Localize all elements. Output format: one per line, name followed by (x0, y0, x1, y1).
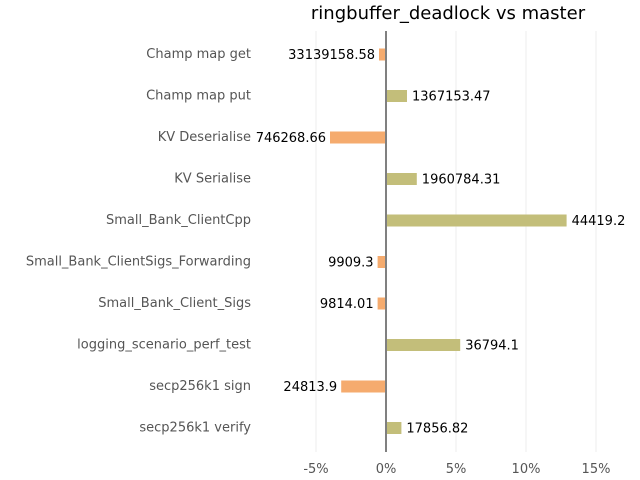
value-label: 1367153.47 (412, 90, 491, 105)
value-label: 44419.2 (572, 214, 626, 229)
category-label: secp256k1 verify (139, 421, 251, 436)
value-label: 9909.3 (328, 256, 374, 271)
bar (330, 131, 386, 144)
x-tick-label: -5% (303, 462, 328, 477)
category-label: KV Serialise (174, 172, 251, 187)
value-label: 33139158.58 (288, 48, 375, 63)
bar (386, 422, 402, 434)
bars (330, 48, 567, 434)
x-tick-label: 10% (512, 462, 541, 477)
category-label: Small_Bank_Client_Sigs (98, 296, 251, 311)
bar (341, 380, 386, 393)
value-label: 746268.66 (256, 131, 326, 146)
category-labels: Champ map get Champ map put KV Deserialise… (26, 47, 251, 436)
bar (386, 173, 417, 185)
bar (377, 256, 386, 268)
chart-title: ringbuffer_deadlock vs master (311, 3, 586, 24)
value-labels: 33139158.58 1367153.47 746268.66 1960784.31… (256, 48, 626, 437)
bar (377, 297, 386, 310)
value-label: 36794.1 (465, 339, 519, 354)
value-label: 9814.01 (320, 297, 374, 312)
category-label: Champ map put (146, 89, 251, 104)
grid-lines (315, 31, 597, 452)
value-label: 1960784.31 (422, 173, 501, 188)
value-label: 17856.82 (406, 422, 468, 437)
bar (379, 48, 386, 61)
x-tick-label: 5% (446, 462, 467, 477)
category-label: Small_Bank_ClientSigs_Forwarding (26, 255, 251, 270)
x-tick-label: 0% (376, 462, 397, 477)
bar (386, 90, 407, 102)
x-tick-label: 15% (582, 462, 611, 477)
bar (386, 339, 461, 351)
category-label: logging_scenario_perf_test (77, 338, 251, 353)
x-tick-labels: -5% 0% 5% 10% 15% (303, 462, 610, 477)
category-label: KV Deserialise (158, 130, 251, 145)
value-label: 24813.9 (283, 380, 337, 395)
bar (386, 214, 567, 227)
category-label: secp256k1 sign (149, 379, 251, 394)
category-label: Small_Bank_ClientCpp (106, 213, 251, 228)
category-label: Champ map get (146, 47, 251, 62)
